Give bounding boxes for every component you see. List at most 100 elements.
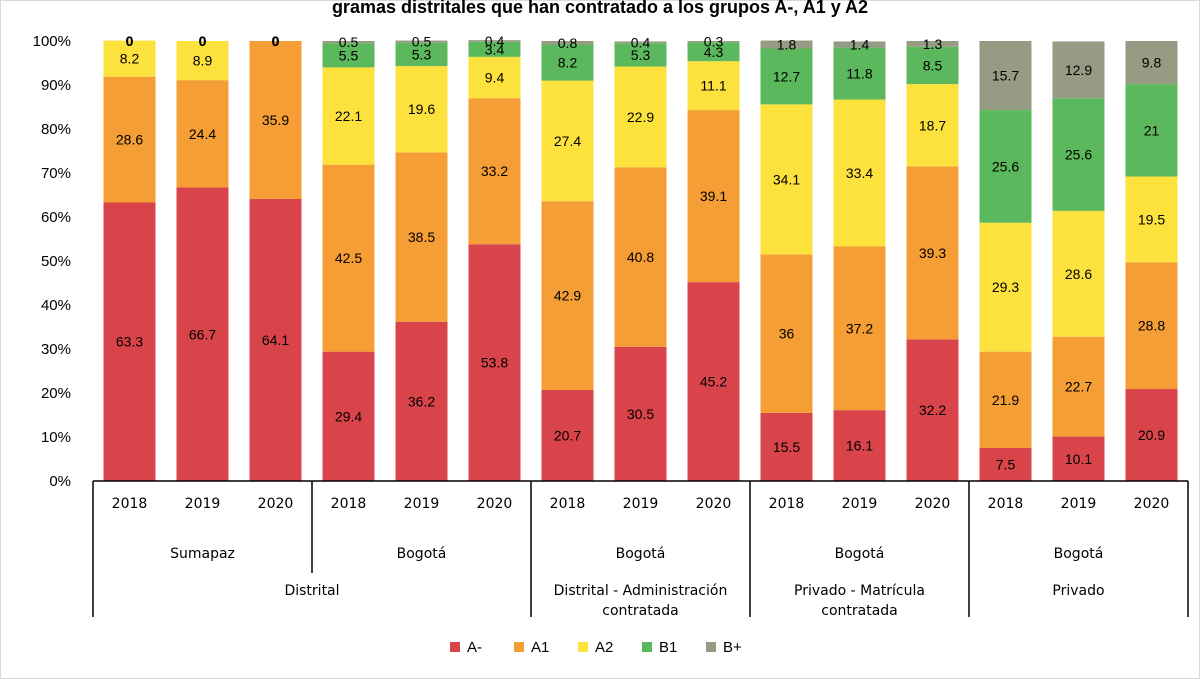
data-label: 42.9	[554, 288, 581, 304]
group-label-level-2: Privado	[1052, 583, 1104, 599]
bar-segment	[103, 40, 156, 77]
bar-segment	[541, 44, 594, 81]
data-label: 33.2	[481, 163, 508, 179]
data-label: 1.4	[850, 37, 870, 53]
data-label: 5.3	[412, 46, 432, 62]
data-label: 19.5	[1138, 211, 1165, 227]
data-label: 22.9	[627, 109, 654, 125]
data-label: 22.7	[1065, 379, 1092, 395]
bar-segment	[395, 152, 448, 322]
bar-segment	[176, 187, 229, 481]
bar-segment	[760, 412, 813, 481]
data-label-zero: 0	[199, 33, 207, 49]
x-tick-label: 2018	[112, 496, 148, 512]
x-tick-label: 2019	[404, 496, 440, 512]
data-label: 34.1	[773, 171, 800, 187]
bar-segment	[833, 47, 886, 100]
data-label: 4.3	[704, 44, 724, 60]
y-tick-label: 0%	[49, 473, 71, 490]
data-label: 8.5	[923, 57, 943, 73]
bar-segment	[541, 80, 594, 202]
data-label: 8.9	[193, 53, 213, 69]
legend-label: A1	[531, 639, 549, 656]
y-tick-label: 50%	[41, 253, 71, 270]
data-label-zero: 0	[126, 33, 134, 49]
data-label: 16.1	[846, 438, 873, 454]
data-label: 35.9	[262, 112, 289, 128]
data-label: 27.4	[554, 133, 581, 149]
data-label: 5.5	[339, 47, 359, 63]
data-label: 28.8	[1138, 318, 1165, 334]
x-tick-label: 2019	[842, 496, 878, 512]
y-tick-label: 60%	[41, 209, 71, 226]
x-tick-label: 2019	[185, 496, 221, 512]
legend-swatch	[706, 642, 716, 652]
bar-segment	[468, 41, 521, 57]
data-label: 63.3	[116, 334, 143, 350]
data-label: 37.2	[846, 320, 873, 336]
group-label-level-1: Bogotá	[616, 546, 666, 562]
data-label: 9.8	[1142, 55, 1162, 71]
data-label: 39.3	[919, 245, 946, 261]
data-label: 36.2	[408, 393, 435, 409]
group-label-level-2: Privado - Matrícula contratada	[794, 583, 925, 619]
bar-segment	[760, 48, 813, 105]
bar-segment	[322, 43, 375, 68]
bar-segment	[322, 351, 375, 481]
data-label: 36	[779, 326, 795, 342]
bar-segment	[979, 222, 1032, 352]
x-tick-label: 2020	[915, 496, 951, 512]
legend-label: A-	[467, 639, 482, 656]
bar-segment	[760, 40, 813, 49]
data-label: 19.6	[408, 101, 435, 117]
bar-segment	[249, 198, 302, 481]
bar-segment	[1125, 176, 1178, 263]
data-label: 11.1	[700, 78, 726, 94]
data-label: 12.7	[773, 68, 800, 84]
bar-segment	[760, 104, 813, 255]
bar-segment	[614, 41, 667, 44]
bar-segment	[687, 42, 740, 62]
data-label: 40.8	[627, 249, 654, 265]
data-label: 0.5	[339, 34, 359, 50]
bar-segment	[687, 41, 740, 43]
data-label-zero: 0	[272, 33, 280, 49]
x-tick-label: 2018	[550, 496, 586, 512]
data-label-zero: 0	[126, 33, 134, 49]
x-axis: 2018 2019 2020 2018 2019 2020 2018 2019 2020 2018…	[92, 480, 1189, 619]
bar-segment	[1052, 336, 1105, 437]
legend-swatch	[514, 642, 524, 652]
data-label-zero: 0	[272, 33, 280, 49]
bar-segment	[1125, 389, 1178, 481]
y-tick-label: 100%	[33, 33, 71, 50]
y-tick-label: 70%	[41, 165, 71, 182]
x-tick-label: 2018	[769, 496, 805, 512]
data-label: 0.5	[412, 34, 432, 50]
bar-segment	[687, 61, 740, 111]
bar-segment	[614, 167, 667, 347]
bar-segment	[833, 246, 886, 411]
bar-segment	[103, 76, 156, 203]
bar-segment	[906, 46, 959, 85]
data-label-zero: 0	[272, 33, 280, 49]
bar-segment	[541, 41, 594, 45]
group-label-level-2: Distrital	[284, 583, 339, 599]
bar-segment	[395, 40, 448, 43]
bar-segment	[1125, 262, 1178, 390]
data-label: 7.5	[996, 457, 1016, 473]
bar-segment	[614, 346, 667, 481]
data-label: 39.1	[700, 188, 727, 204]
bar-segment	[395, 321, 448, 481]
data-label: 5.3	[631, 47, 651, 63]
data-label: 15.5	[773, 439, 800, 455]
data-label: 32.2	[919, 402, 946, 418]
bar-segment	[395, 42, 448, 67]
bar-segment	[468, 98, 521, 245]
x-tick-label: 2020	[696, 496, 732, 512]
bar-segment	[906, 339, 959, 481]
bar-segment	[322, 164, 375, 352]
y-tick-label: 30%	[41, 341, 71, 358]
x-tick-label: 2020	[258, 496, 294, 512]
bar-segment	[614, 43, 667, 67]
bar-segment	[687, 110, 740, 283]
